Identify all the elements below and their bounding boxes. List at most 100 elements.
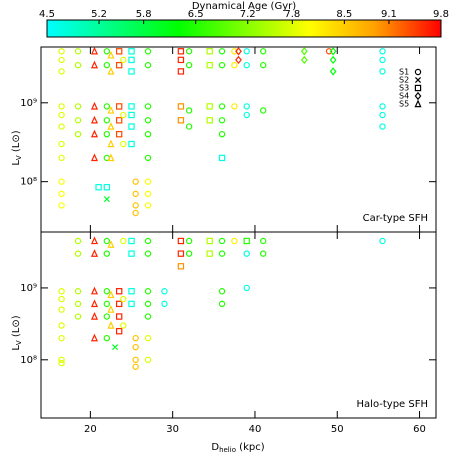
point <box>107 50 115 59</box>
point <box>144 250 152 257</box>
point <box>231 61 238 69</box>
point <box>58 356 65 364</box>
point <box>185 237 193 245</box>
point <box>206 103 213 110</box>
point <box>128 111 135 119</box>
point <box>120 322 127 329</box>
point <box>115 61 123 69</box>
point <box>329 67 337 76</box>
point <box>177 263 185 270</box>
x-tick-label: 60 <box>413 424 426 435</box>
point <box>120 111 127 119</box>
point <box>177 117 185 124</box>
y-tick-label: 10⁹ <box>20 283 37 294</box>
point <box>259 107 267 114</box>
point <box>177 250 185 257</box>
point <box>185 48 193 55</box>
y-axis-label: LV (L⊙) <box>11 315 23 350</box>
point <box>90 311 99 320</box>
point <box>144 300 152 308</box>
x-tick-label: 30 <box>166 424 179 435</box>
y-axis-label: LV (L⊙) <box>11 130 23 165</box>
point <box>144 237 152 245</box>
point <box>132 356 139 364</box>
colorbar-tick-label: 9.8 <box>433 9 449 20</box>
point <box>103 334 111 342</box>
point <box>379 111 386 119</box>
point <box>259 48 267 55</box>
point <box>103 288 111 295</box>
point <box>235 47 242 56</box>
point <box>144 356 152 364</box>
point <box>243 237 250 245</box>
point <box>58 56 65 64</box>
point <box>90 60 99 69</box>
point <box>132 202 139 209</box>
point <box>218 250 226 257</box>
point <box>107 305 115 313</box>
plot-frame <box>40 231 437 419</box>
point <box>58 48 65 55</box>
point <box>259 237 267 245</box>
point <box>144 130 152 138</box>
point <box>329 47 337 56</box>
panel-label: Car-type SFH <box>363 213 428 224</box>
point <box>185 107 193 114</box>
colorbar-tick-label: 8.5 <box>336 9 352 20</box>
point <box>132 334 139 342</box>
point <box>74 130 82 138</box>
point <box>206 61 213 69</box>
point <box>259 250 267 257</box>
point <box>58 190 65 198</box>
point <box>128 48 135 55</box>
point <box>128 68 135 75</box>
point <box>206 48 213 55</box>
point <box>243 111 250 119</box>
point <box>90 333 99 342</box>
point <box>379 123 386 130</box>
point <box>218 300 226 308</box>
point <box>144 48 152 55</box>
point <box>107 320 115 329</box>
legend-symbol <box>414 91 422 101</box>
point <box>218 48 226 55</box>
point <box>128 288 135 295</box>
point <box>74 237 82 245</box>
point <box>144 313 152 320</box>
legend-symbol <box>414 99 422 108</box>
point <box>218 103 226 110</box>
point <box>161 300 168 308</box>
point <box>144 117 152 124</box>
point <box>218 154 226 162</box>
point <box>218 237 226 245</box>
point <box>231 237 238 245</box>
point <box>177 56 185 64</box>
point <box>90 249 99 257</box>
point <box>58 295 65 303</box>
point <box>120 295 127 303</box>
point <box>58 322 65 329</box>
legend-label: S3 <box>399 84 409 93</box>
point <box>74 117 82 124</box>
point <box>74 61 82 69</box>
point <box>218 61 226 69</box>
legend-label: S2 <box>399 76 409 85</box>
point <box>115 103 123 110</box>
point <box>177 48 185 55</box>
point <box>115 300 123 308</box>
legend-label: S1 <box>399 68 409 77</box>
point <box>243 61 250 69</box>
colorbar-tick-label: 4.5 <box>39 9 55 20</box>
point <box>112 344 119 351</box>
point <box>58 334 65 342</box>
legend-symbol <box>414 68 422 76</box>
point <box>185 250 193 257</box>
point <box>144 202 152 209</box>
point <box>90 286 99 295</box>
point <box>74 313 82 320</box>
point <box>107 153 115 162</box>
colorbar-tick-label: 9.1 <box>381 9 397 20</box>
point <box>300 55 308 65</box>
panel-label: Halo-type SFH <box>357 399 428 410</box>
point <box>103 61 111 69</box>
